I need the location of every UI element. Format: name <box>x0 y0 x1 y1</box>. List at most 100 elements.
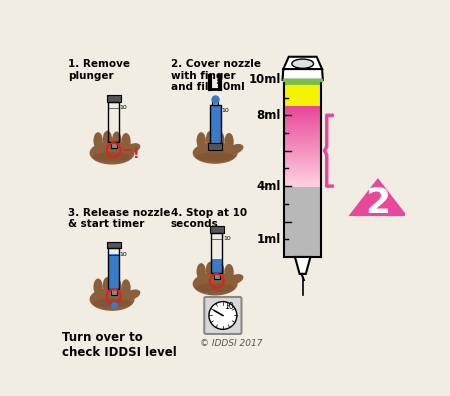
Ellipse shape <box>215 263 225 279</box>
Ellipse shape <box>206 131 215 148</box>
Bar <box>284 160 321 163</box>
Bar <box>208 143 222 150</box>
Text: 10: 10 <box>223 236 230 241</box>
Bar <box>284 146 321 148</box>
Ellipse shape <box>206 262 215 278</box>
Bar <box>284 126 321 129</box>
Bar <box>111 289 117 295</box>
Text: 10: 10 <box>120 105 127 110</box>
Ellipse shape <box>112 278 122 295</box>
Ellipse shape <box>103 277 112 294</box>
Bar <box>284 128 321 131</box>
Text: Turn over to
check IDDSI level: Turn over to check IDDSI level <box>63 331 177 359</box>
Bar <box>284 166 321 169</box>
Ellipse shape <box>90 141 135 165</box>
Text: 10ml: 10ml <box>248 73 281 86</box>
Ellipse shape <box>112 131 122 148</box>
Bar <box>284 168 321 171</box>
Bar <box>284 124 321 127</box>
Ellipse shape <box>93 152 131 162</box>
Bar <box>284 114 321 117</box>
Bar <box>284 184 321 187</box>
Bar <box>284 110 321 113</box>
Text: 1. Remove
plunger: 1. Remove plunger <box>68 59 130 81</box>
Ellipse shape <box>122 133 130 150</box>
Bar <box>214 273 220 279</box>
Text: 8ml: 8ml <box>256 109 281 122</box>
FancyBboxPatch shape <box>204 297 242 334</box>
Bar <box>211 259 222 273</box>
Bar <box>284 142 321 145</box>
Text: © IDDSI 2017: © IDDSI 2017 <box>200 339 262 348</box>
Bar <box>210 226 224 233</box>
Bar <box>284 158 321 161</box>
Text: !: ! <box>133 147 140 161</box>
Bar <box>284 107 321 109</box>
Bar <box>284 130 321 133</box>
Text: 3. Release nozzle
& start timer: 3. Release nozzle & start timer <box>68 208 170 229</box>
Ellipse shape <box>93 299 131 308</box>
Polygon shape <box>283 69 323 80</box>
Ellipse shape <box>124 143 140 154</box>
Ellipse shape <box>196 283 234 292</box>
Bar <box>212 99 218 105</box>
Text: 1ml: 1ml <box>257 233 281 246</box>
Ellipse shape <box>124 289 140 300</box>
Bar <box>284 186 321 257</box>
Bar <box>210 105 220 145</box>
Bar <box>108 255 119 289</box>
Bar <box>211 233 222 273</box>
Bar <box>284 118 321 121</box>
Ellipse shape <box>227 144 243 154</box>
Text: 10: 10 <box>120 251 127 257</box>
Ellipse shape <box>94 278 103 295</box>
Bar <box>284 182 321 185</box>
Ellipse shape <box>197 132 206 149</box>
Polygon shape <box>348 178 407 216</box>
Bar <box>284 156 321 159</box>
Ellipse shape <box>193 142 238 164</box>
Bar <box>284 132 321 135</box>
Bar <box>111 142 117 148</box>
Ellipse shape <box>292 59 314 68</box>
Bar <box>284 148 321 150</box>
Bar <box>284 150 321 152</box>
Bar <box>108 249 119 289</box>
Ellipse shape <box>122 279 130 296</box>
Ellipse shape <box>197 263 206 280</box>
Text: 10: 10 <box>221 108 229 112</box>
Bar <box>107 95 121 102</box>
Bar <box>284 109 321 111</box>
Bar <box>284 152 321 154</box>
Text: 4. Stop at 10
seconds: 4. Stop at 10 seconds <box>171 208 247 229</box>
Bar <box>284 178 321 181</box>
Bar <box>210 105 220 145</box>
Bar <box>284 176 321 179</box>
Ellipse shape <box>94 132 103 149</box>
Bar <box>284 136 321 139</box>
Bar <box>284 170 321 173</box>
Ellipse shape <box>215 131 225 148</box>
Bar <box>108 102 119 142</box>
Text: 10: 10 <box>224 302 234 311</box>
Polygon shape <box>284 57 322 69</box>
Ellipse shape <box>103 131 112 148</box>
Polygon shape <box>295 257 310 274</box>
Ellipse shape <box>225 133 234 150</box>
Bar <box>284 120 321 123</box>
Bar <box>284 80 321 85</box>
Bar <box>284 116 321 119</box>
Bar <box>284 112 321 115</box>
Ellipse shape <box>227 274 243 284</box>
Bar <box>284 80 321 257</box>
Bar <box>284 164 321 167</box>
Text: 2: 2 <box>365 186 391 220</box>
Bar <box>284 144 321 147</box>
Bar <box>284 154 321 157</box>
Text: 2. Cover nozzle
with finger
and fill 10ml: 2. Cover nozzle with finger and fill 10m… <box>171 59 261 92</box>
Bar <box>284 174 321 177</box>
Ellipse shape <box>193 272 238 295</box>
Bar <box>284 172 321 175</box>
Ellipse shape <box>196 152 234 162</box>
Bar <box>284 134 321 137</box>
